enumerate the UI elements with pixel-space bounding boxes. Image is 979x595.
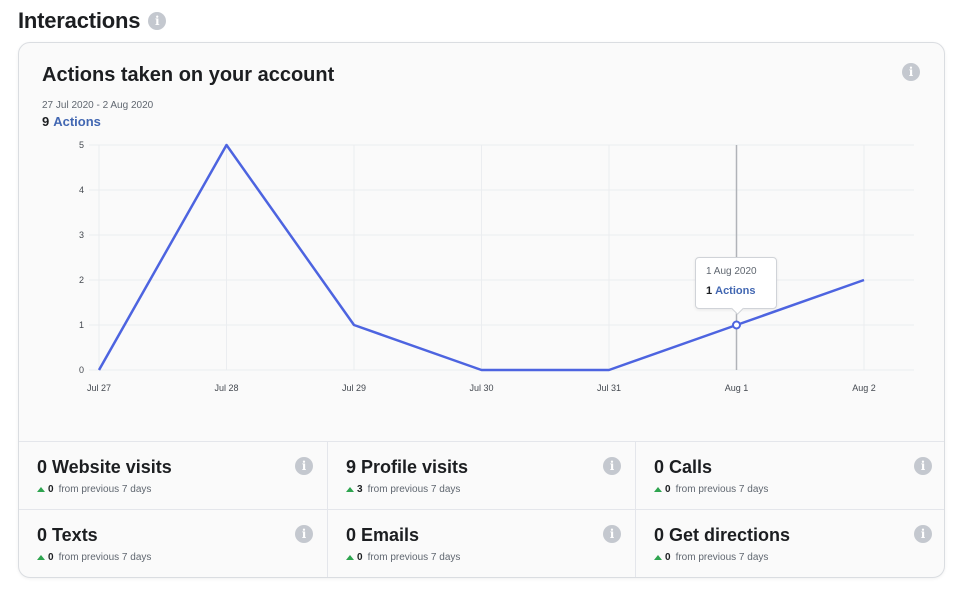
x-axis-labels: Jul 27 Jul 28 Jul 29 Jul 30 Jul 31 Aug 1 Aug 2 — [87, 383, 876, 393]
metric-change-text: from previous 7 days — [58, 552, 152, 563]
arrow-up-icon — [37, 487, 45, 492]
y-tick-label: 4 — [79, 185, 84, 195]
x-tick-label: Aug 1 — [725, 383, 749, 393]
metric-change-text: from previous 7 days — [675, 484, 769, 495]
metric-title: 0 Emails — [346, 525, 420, 545]
tooltip-value-number: 1 — [706, 285, 713, 297]
x-tick-label: Jul 27 — [87, 383, 111, 393]
actions-card: Actions taken on your account i 27 Jul 2… — [18, 42, 945, 578]
info-icon[interactable]: i — [914, 457, 932, 475]
info-icon[interactable]: i — [148, 12, 167, 30]
metric-change: 0 from previous 7 days — [37, 552, 309, 563]
total-label: Actions — [53, 114, 101, 129]
metric-change-value: 0 — [665, 484, 671, 495]
metric-change: 3 from previous 7 days — [346, 484, 617, 495]
metric-change-value: 0 — [48, 552, 54, 563]
info-icon[interactable]: i — [603, 525, 621, 543]
metric-change-value: 0 — [48, 484, 54, 495]
info-icon[interactable]: i — [902, 63, 920, 81]
info-icon[interactable]: i — [914, 525, 932, 543]
metric-title: 0 Calls — [654, 457, 713, 477]
chart-tooltip: 1 Aug 2020 1 Actions — [695, 257, 777, 309]
data-points — [732, 320, 741, 330]
metric-get-directions[interactable]: 0 Get directions 0 from previous 7 days i — [636, 510, 944, 577]
metric-website-visits[interactable]: 0 Website visits 0 from previous 7 days i — [19, 442, 328, 510]
metrics-grid: 0 Website visits 0 from previous 7 days i… — [19, 441, 944, 577]
info-icon[interactable]: i — [295, 525, 313, 543]
metric-change-text: from previous 7 days — [58, 484, 152, 495]
card-title: Actions taken on your account — [42, 64, 335, 86]
metric-title: 9 Profile visits — [346, 457, 469, 477]
metric-change-text: from previous 7 days — [367, 552, 461, 563]
metric-change-text: from previous 7 days — [675, 552, 769, 563]
arrow-up-icon — [346, 487, 354, 492]
metric-change-value: 0 — [357, 552, 363, 563]
tooltip-date: 1 Aug 2020 — [706, 266, 757, 277]
y-tick-label: 1 — [79, 320, 84, 330]
y-tick-label: 0 — [79, 365, 84, 375]
x-tick-label: Jul 29 — [342, 383, 366, 393]
y-axis-labels: 0 1 2 3 4 5 — [79, 140, 84, 375]
tooltip-value: 1 Actions — [706, 285, 766, 297]
metric-title: 0 Website visits — [37, 457, 172, 477]
section-title: Interactions — [18, 8, 141, 33]
y-tick-label: 3 — [79, 230, 84, 240]
metric-change: 0 from previous 7 days — [654, 484, 928, 495]
arrow-up-icon — [346, 555, 354, 560]
metric-change-text: from previous 7 days — [367, 484, 461, 495]
metric-calls[interactable]: 0 Calls 0 from previous 7 days i — [636, 442, 944, 510]
metric-change: 0 from previous 7 days — [37, 484, 309, 495]
actions-line-chart[interactable]: 0 1 2 3 4 5 Jul 27 Jul 28 Jul 29 Jul 30 Jul 31 Aug… — [19, 43, 945, 441]
date-range: 27 Jul 2020 - 2 Aug 2020 — [42, 100, 154, 111]
metric-title: 0 Texts — [37, 525, 98, 545]
total-value: 9 — [42, 114, 50, 129]
chart-grid-horizontal — [89, 144, 914, 371]
metric-profile-visits[interactable]: 9 Profile visits 3 from previous 7 days i — [328, 442, 636, 510]
arrow-up-icon — [654, 555, 662, 560]
x-tick-label: Jul 30 — [469, 383, 493, 393]
data-point-highlighted — [732, 320, 741, 330]
metric-title: 0 Get directions — [654, 525, 791, 545]
info-icon[interactable]: i — [295, 457, 313, 475]
x-tick-label: Jul 28 — [214, 383, 238, 393]
arrow-up-icon — [37, 555, 45, 560]
x-tick-label: Jul 31 — [597, 383, 621, 393]
metric-texts[interactable]: 0 Texts 0 from previous 7 days i — [19, 510, 328, 577]
section-header: Interactions i — [18, 8, 167, 34]
y-tick-label: 5 — [79, 140, 84, 150]
metric-change-value: 0 — [665, 552, 671, 563]
metric-change: 0 from previous 7 days — [346, 552, 617, 563]
y-tick-label: 2 — [79, 275, 84, 285]
metric-change-value: 3 — [357, 484, 363, 495]
metric-change: 0 from previous 7 days — [654, 552, 928, 563]
tooltip-value-label: Actions — [715, 285, 756, 297]
metric-emails[interactable]: 0 Emails 0 from previous 7 days i — [328, 510, 636, 577]
x-tick-label: Aug 2 — [852, 383, 876, 393]
info-icon[interactable]: i — [603, 457, 621, 475]
arrow-up-icon — [654, 487, 662, 492]
total-actions: 9 Actions — [42, 114, 101, 129]
